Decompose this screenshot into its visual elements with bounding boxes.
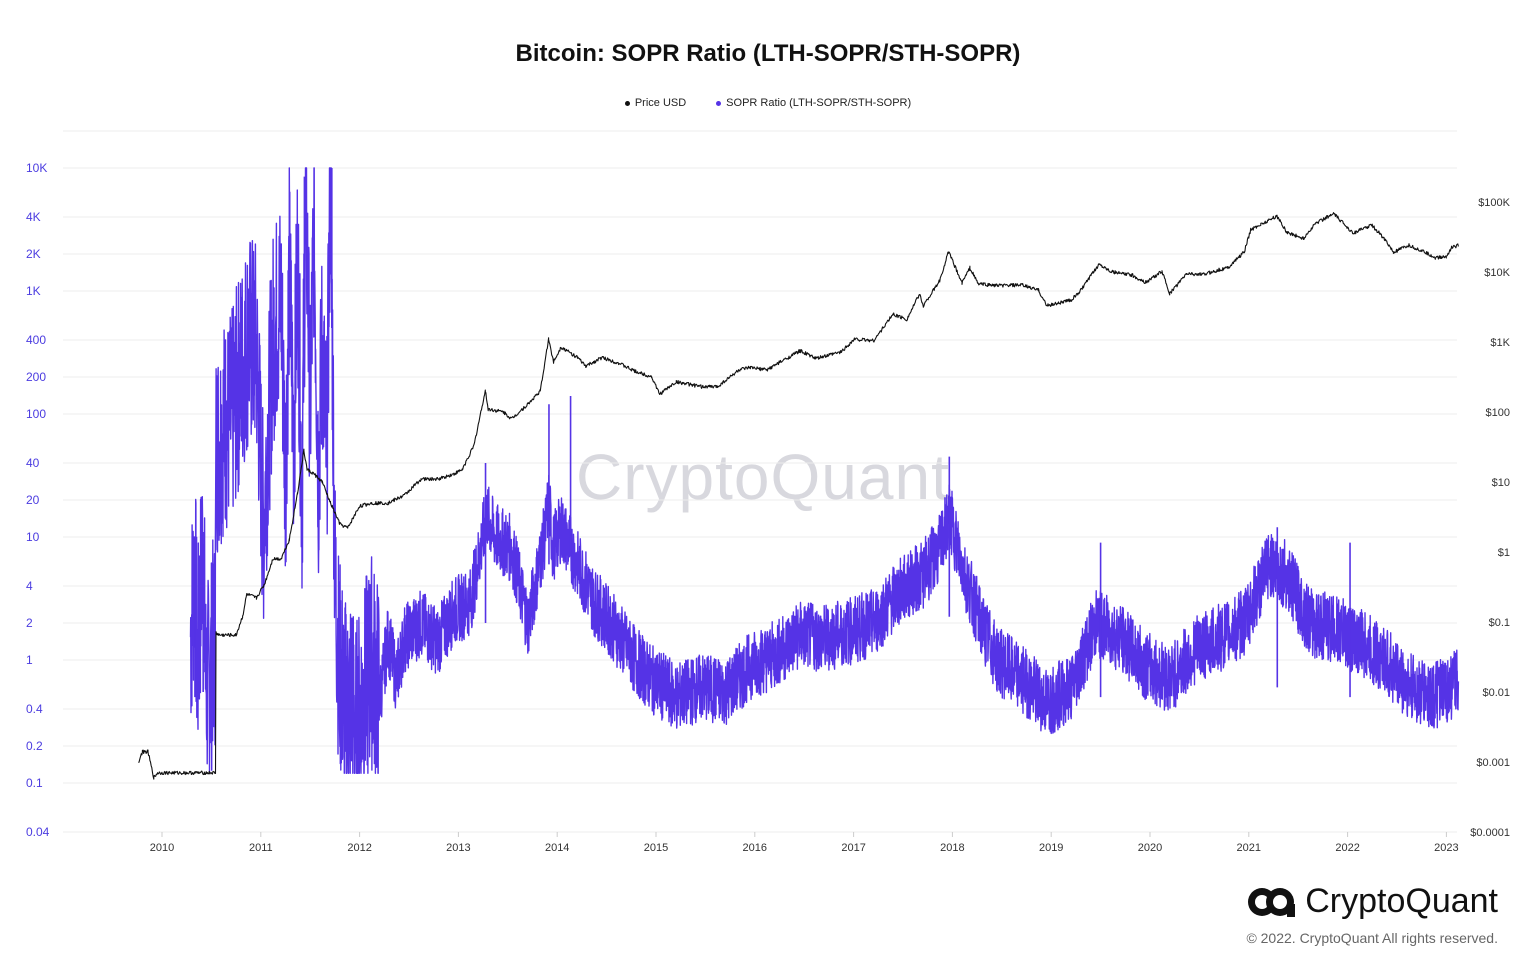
chart-legend: Price USD SOPR Ratio (LTH-SOPR/STH-SOPR) (0, 97, 1536, 109)
y-right-tick-label: $10K (1484, 267, 1510, 279)
x-tick-label: 2013 (446, 842, 470, 854)
y-left-tick-label: 4 (26, 579, 33, 593)
x-tick-label: 2023 (1434, 842, 1458, 854)
y-right-tick-label: $0.01 (1482, 687, 1510, 699)
chart-title: Bitcoin: SOPR Ratio (LTH-SOPR/STH-SOPR) (515, 40, 1021, 67)
y-right-tick-label: $10 (1492, 477, 1510, 489)
y-right-tick-label: $0.0001 (1470, 827, 1510, 839)
x-tick-label: 2014 (545, 842, 569, 854)
x-tick-label: 2010 (150, 842, 174, 854)
x-tick-label: 2017 (841, 842, 865, 854)
x-tick-label: 2015 (644, 842, 668, 854)
y-left-tick-label: 2K (26, 247, 41, 261)
legend-label-sopr: SOPR Ratio (LTH-SOPR/STH-SOPR) (726, 97, 912, 109)
y-left-tick-label: 1K (26, 284, 41, 298)
x-tick-label: 2011 (249, 842, 273, 854)
y-right-tick-label: $100K (1478, 197, 1510, 209)
y-left-tick-label: 40 (26, 456, 40, 470)
x-tick-label: 2018 (940, 842, 964, 854)
x-tick-label: 2020 (1138, 842, 1162, 854)
watermark: CryptoQuant (576, 441, 950, 513)
y-right-tick-label: $1K (1490, 337, 1510, 349)
y-left-tick-label: 400 (26, 333, 46, 347)
y-left-tick-label: 2 (26, 616, 33, 630)
y-left-tick-label: 10K (26, 161, 47, 175)
y-left-tick-label: 100 (26, 407, 46, 421)
legend-dot-sopr (716, 100, 722, 106)
y-left-tick-label: 0.1 (26, 776, 43, 790)
legend-item-sopr[interactable]: SOPR Ratio (LTH-SOPR/STH-SOPR) (716, 97, 911, 109)
brand-logo: CryptoQuant (1247, 882, 1498, 921)
y-left-tick-label: 0.04 (26, 825, 50, 839)
y-left-tick-label: 20 (26, 493, 40, 507)
series-line-price (138, 212, 1459, 780)
y-left-tick-label: 4K (26, 210, 41, 224)
x-tick-label: 2016 (743, 842, 767, 854)
brand-name: CryptoQuant (1305, 882, 1498, 920)
x-tick-label: 2019 (1039, 842, 1063, 854)
y-left-tick-label: 1 (26, 653, 33, 667)
y-left-tick-label: 0.2 (26, 739, 43, 753)
y-left-tick-label: 0.4 (26, 702, 43, 716)
y-left-tick-label: 10 (26, 530, 40, 544)
legend-label-price: Price USD (634, 97, 687, 109)
cryptoquant-logo-icon (1247, 887, 1296, 917)
series-line-sopr (189, 167, 1460, 774)
copyright-text: © 2022. CryptoQuant All rights reserved. (1246, 930, 1498, 946)
y-right-tick-label: $1 (1498, 547, 1510, 559)
y-left-tick-label: 200 (26, 370, 46, 384)
y-right-tick-label: $100 (1486, 407, 1510, 419)
x-tick-label: 2012 (347, 842, 371, 854)
x-tick-label: 2022 (1335, 842, 1359, 854)
x-tick-label: 2021 (1237, 842, 1261, 854)
y-right-tick-label: $0.001 (1476, 757, 1510, 769)
legend-item-price[interactable]: Price USD (624, 97, 687, 109)
y-right-tick-label: $0.1 (1489, 617, 1510, 629)
legend-dot-price (624, 100, 630, 106)
